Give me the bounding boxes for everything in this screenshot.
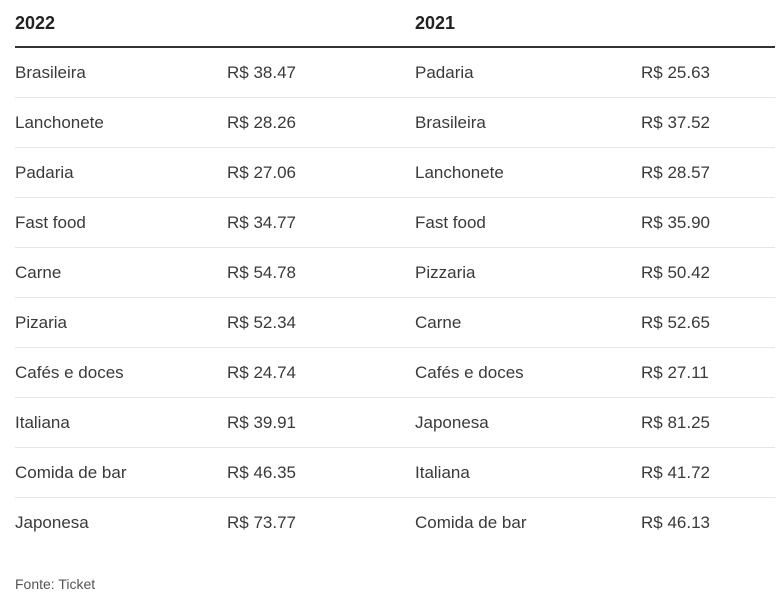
category-2022: Lanchonete [15, 97, 227, 148]
price-2022: R$ 34.77 [227, 197, 415, 248]
category-2022: Pizaria [15, 297, 227, 348]
table-row: Brasileira R$ 38.47 Padaria R$ 25.63 [15, 47, 775, 98]
category-2022: Carne [15, 247, 227, 298]
price-2021: R$ 28.57 [641, 147, 775, 198]
price-2022: R$ 39.91 [227, 397, 415, 448]
price-2021: R$ 37.52 [641, 97, 775, 148]
header-empty-1 [227, 0, 415, 48]
table-row: Padaria R$ 27.06 Lanchonete R$ 28.57 [15, 147, 775, 198]
category-2022: Japonesa [15, 512, 89, 532]
header-row: 2022 2021 [15, 0, 775, 48]
category-2022: Fast food [15, 197, 227, 248]
price-2021: R$ 35.90 [641, 197, 775, 248]
category-2021: Fast food [415, 197, 641, 248]
price-2021: R$ 27.11 [641, 347, 775, 398]
table-row: Italiana R$ 39.91 Japonesa R$ 81.25 [15, 397, 775, 448]
price-2022: R$ 52.34 [227, 297, 415, 348]
category-2021: Pizzaria [415, 247, 641, 298]
category-2022: Italiana [15, 397, 227, 448]
category-2022: Comida de bar [15, 447, 227, 498]
table-row: Japonesa R$ 73.77 Comida de bar R$ 46.13 [15, 498, 775, 548]
header-year-2022: 2022 [15, 0, 227, 48]
table-row: Pizaria R$ 52.34 Carne R$ 52.65 [15, 297, 775, 348]
price-comparison-table: 2022 2021 Brasileira R$ 38.47 Padaria R$… [15, 0, 775, 547]
category-2021: Carne [415, 297, 641, 348]
category-2022: Brasileira [15, 47, 227, 98]
table-row: Carne R$ 54.78 Pizzaria R$ 50.42 [15, 247, 775, 298]
table-row: Lanchonete R$ 28.26 Brasileira R$ 37.52 [15, 97, 775, 148]
price-2021: R$ 52.65 [641, 297, 775, 348]
price-2021: R$ 46.13 [641, 512, 710, 532]
category-2022: Cafés e doces [15, 347, 227, 398]
category-2021: Italiana [415, 447, 641, 498]
table-row: Cafés e doces R$ 24.74 Cafés e doces R$ … [15, 347, 775, 398]
category-2021: Comida de bar [415, 512, 527, 532]
header-year-2021: 2021 [415, 0, 641, 48]
price-2022: R$ 73.77 [227, 512, 296, 532]
source-note: Fonte: Ticket [15, 576, 96, 592]
price-2022: R$ 38.47 [227, 47, 415, 98]
category-2021: Padaria [415, 47, 641, 98]
price-2021: R$ 50.42 [641, 247, 775, 298]
price-2022: R$ 28.26 [227, 97, 415, 148]
price-2021: R$ 25.63 [641, 47, 775, 98]
price-2021: R$ 41.72 [641, 447, 775, 498]
price-2022: R$ 54.78 [227, 247, 415, 298]
category-2022: Padaria [15, 147, 227, 198]
category-2021: Cafés e doces [415, 347, 641, 398]
price-2022: R$ 24.74 [227, 347, 415, 398]
price-2022: R$ 27.06 [227, 147, 415, 198]
table-row: Fast food R$ 34.77 Fast food R$ 35.90 [15, 197, 775, 248]
header-empty-2 [641, 0, 775, 48]
category-2021: Japonesa [415, 397, 641, 448]
category-2021: Brasileira [415, 97, 641, 148]
price-2021: R$ 81.25 [641, 397, 775, 448]
table-body: Brasileira R$ 38.47 Padaria R$ 25.63 Lan… [15, 47, 775, 547]
category-2021: Lanchonete [415, 147, 641, 198]
table-row: Comida de bar R$ 46.35 Italiana R$ 41.72 [15, 447, 775, 498]
price-2022: R$ 46.35 [227, 447, 415, 498]
